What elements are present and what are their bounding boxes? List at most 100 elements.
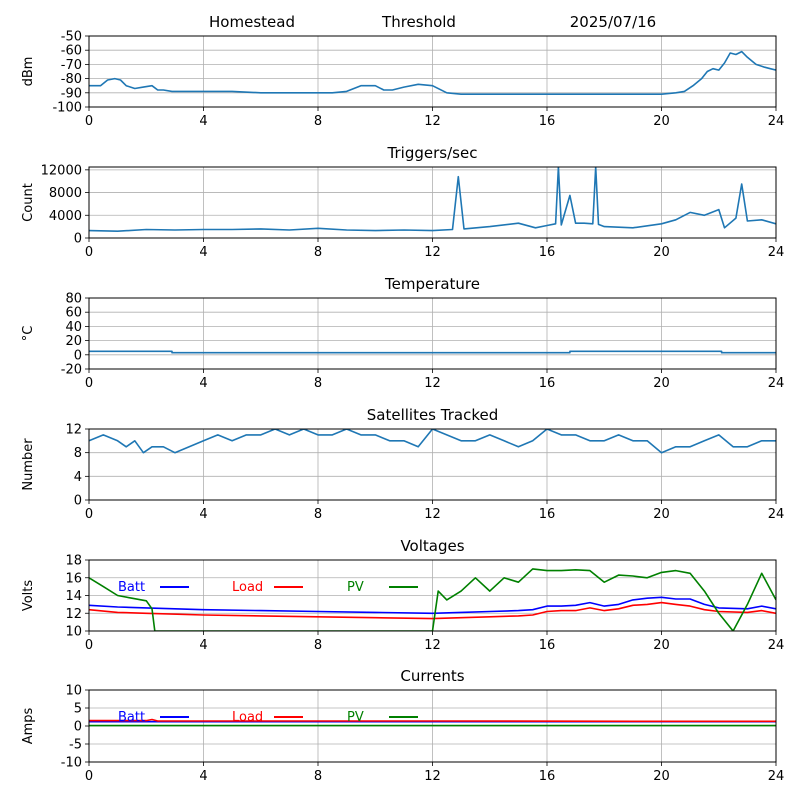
panel-2: 0 4 8 12 16 20 24 0 4000 8000 12000 Triggers/sec Cou…: [21, 144, 784, 260]
series-group: [89, 50, 776, 95]
y-tick-label: 18: [65, 554, 82, 569]
x-tick-label: 4: [199, 638, 207, 653]
y-tick-label: -70: [61, 58, 82, 73]
y-tick-label: 0: [74, 494, 82, 509]
x-tick-label: 24: [768, 769, 785, 784]
legend-label-pv: PV: [347, 710, 364, 725]
panel-5: 0 4 8 12 16 20 24 10 12 14 16 18 Voltages Volts Batt Lo…: [21, 537, 784, 653]
panel-6: 0 4 8 12 16 20 24 -10 -5 0 5 10 Currents Amps Batt Load…: [21, 667, 784, 784]
x-tick-label: 8: [314, 638, 322, 653]
series-group: [89, 568, 776, 631]
y-tick-label: 16: [65, 571, 82, 586]
legend-label-batt: Batt: [118, 580, 145, 595]
y-tick-label: 0: [74, 720, 82, 735]
x-tick-label: 4: [199, 114, 207, 129]
x-tick-label: 16: [539, 376, 556, 391]
x-tick-label: 12: [424, 638, 441, 653]
x-tick-label: 24: [768, 376, 785, 391]
x-tick-label: 4: [199, 769, 207, 784]
x-tick-label: 24: [768, 245, 785, 260]
y-tick-label: 10: [65, 684, 82, 699]
y-tick-label: 10: [65, 625, 82, 640]
y-tick-label: -60: [61, 44, 82, 59]
x-tick-label: 20: [653, 376, 670, 391]
legend-label-load: Load: [232, 710, 263, 725]
y-tick-label: -50: [61, 30, 82, 45]
y-tick-label: 8: [74, 446, 82, 461]
x-tick-label: 8: [314, 507, 322, 522]
y-tick-label: -20: [61, 363, 82, 378]
y-tick-label: 0: [74, 348, 82, 363]
x-tick-label: 12: [424, 507, 441, 522]
x-tick-label: 0: [85, 507, 93, 522]
y-tick-label: 80: [65, 292, 82, 307]
x-tick-label: 8: [314, 114, 322, 129]
header-mode: Threshold: [381, 13, 456, 31]
series-group: [89, 718, 776, 727]
y-axis-label: Volts: [21, 580, 36, 612]
series-group: [89, 350, 776, 354]
panel-title: Satellites Tracked: [367, 406, 498, 424]
y-tick-label: -90: [61, 86, 82, 101]
series-line-batt: [89, 596, 776, 615]
y-axis-label: Number: [21, 438, 36, 491]
y-tick-label: -5: [69, 738, 82, 753]
y-tick-label: -10: [61, 756, 82, 771]
series-line-1: [89, 50, 776, 95]
x-tick-label: 12: [424, 114, 441, 129]
series-line-1: [89, 429, 776, 454]
x-tick-label: 20: [653, 114, 670, 129]
legend-label-load: Load: [232, 580, 263, 595]
x-tick-label: 20: [653, 245, 670, 260]
panel-title: Temperature: [384, 275, 480, 293]
series-line-load: [89, 718, 776, 723]
series-line-load: [89, 601, 776, 620]
legend-label-batt: Batt: [118, 710, 145, 725]
x-tick-label: 8: [314, 245, 322, 260]
x-tick-label: 4: [199, 245, 207, 260]
y-tick-label: 12: [65, 607, 82, 622]
series-group: [89, 167, 776, 232]
panel-4: 0 4 8 12 16 20 24 0 4 8 12 Satellites Tracked Number: [21, 406, 784, 522]
y-tick-label: 0: [74, 232, 82, 247]
x-tick-label: 16: [539, 245, 556, 260]
legend-label-pv: PV: [347, 580, 364, 595]
x-tick-label: 20: [653, 769, 670, 784]
x-tick-label: 12: [424, 376, 441, 391]
y-tick-label: 12000: [41, 163, 82, 178]
y-axis-label: °C: [21, 326, 36, 342]
series-line-1: [89, 167, 776, 232]
panel-title: Voltages: [400, 537, 464, 555]
series-line-pv: [89, 568, 776, 631]
y-tick-label: -80: [61, 72, 82, 87]
x-tick-label: 16: [539, 114, 556, 129]
x-tick-label: 12: [424, 769, 441, 784]
x-tick-label: 0: [85, 376, 93, 391]
y-tick-label: 14: [65, 589, 82, 604]
panel-title: Currents: [400, 667, 464, 685]
y-tick-label: -100: [52, 101, 82, 116]
y-tick-label: 60: [65, 306, 82, 321]
y-axis-label: Amps: [21, 707, 36, 744]
y-tick-label: 4: [74, 470, 82, 485]
x-tick-label: 4: [199, 376, 207, 391]
header-site: Homestead: [209, 13, 295, 31]
x-tick-label: 24: [768, 114, 785, 129]
panel-1: 0 4 8 12 16 20 24 -100-90-80-70-60-50 dBm: [21, 30, 784, 130]
x-tick-label: 0: [85, 638, 93, 653]
header-date: 2025/07/16: [570, 13, 656, 31]
y-tick-label: 12: [65, 423, 82, 438]
panel-title: Triggers/sec: [387, 144, 478, 162]
x-tick-label: 12: [424, 245, 441, 260]
x-tick-label: 0: [85, 245, 93, 260]
series-line-1: [89, 350, 776, 354]
y-tick-label: 4000: [49, 209, 82, 224]
y-axis-label: dBm: [21, 57, 36, 87]
y-tick-label: 20: [65, 334, 82, 349]
series-group: [89, 429, 776, 454]
x-tick-label: 24: [768, 507, 785, 522]
x-tick-label: 16: [539, 769, 556, 784]
